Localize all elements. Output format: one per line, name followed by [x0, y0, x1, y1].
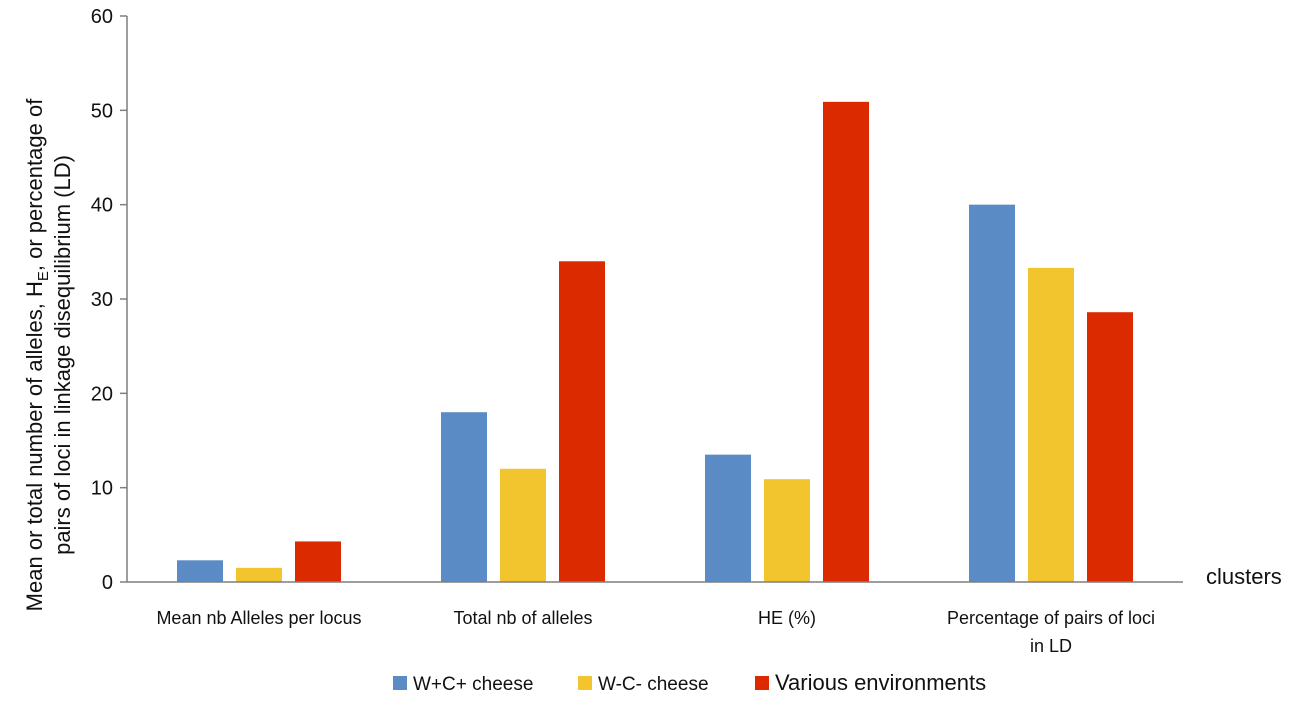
x-tick-label: HE (%)	[758, 608, 816, 628]
y-axis: 0 10 20 30 40 50 60	[91, 6, 128, 594]
x-tick-label: Percentage of pairs of loci	[947, 608, 1155, 628]
y-tick-label: 30	[91, 289, 113, 311]
y-tick-label: 50	[91, 100, 113, 122]
y-axis-title-subscript: E	[35, 271, 52, 281]
bar	[500, 468, 546, 582]
y-tick-label: 40	[91, 195, 113, 217]
x-tick-label: in LD	[1030, 636, 1072, 656]
legend-swatch	[578, 676, 592, 690]
bar	[1087, 312, 1133, 582]
bar	[236, 567, 282, 582]
x-axis: Mean nb Alleles per locus Total nb of all…	[127, 581, 1183, 656]
bar	[1028, 267, 1074, 582]
x-tick-label: Total nb of alleles	[453, 608, 592, 628]
y-axis-title-line-1: Mean or total number of alleles, HE, or …	[22, 98, 52, 612]
x-axis-title: clusters	[1206, 564, 1282, 589]
y-tick-label: 10	[91, 478, 113, 500]
bar	[295, 541, 341, 582]
y-tick-label: 60	[91, 6, 113, 28]
legend-swatch	[755, 676, 769, 690]
bars	[177, 101, 1133, 583]
bar	[441, 412, 487, 582]
legend-label: W-C- cheese	[598, 674, 709, 695]
y-axis-title: Mean or total number of alleles, HE, or …	[22, 98, 75, 612]
legend-label: Various environments	[775, 670, 986, 695]
bar	[559, 261, 605, 582]
y-tick-label: 0	[102, 572, 113, 594]
bar	[177, 560, 223, 582]
legend-label: W+C+ cheese	[413, 674, 533, 695]
bar	[969, 204, 1015, 582]
x-tick-label: Mean nb Alleles per locus	[156, 608, 361, 628]
bar	[764, 479, 810, 582]
bar	[823, 101, 869, 583]
bar	[705, 454, 751, 582]
y-axis-title-line-2: pairs of loci in linkage disequilibrium …	[50, 155, 75, 555]
legend: W+C+ cheese W-C- cheese Various environmen…	[393, 670, 986, 695]
y-tick-label: 20	[91, 383, 113, 405]
legend-swatch	[393, 676, 407, 690]
